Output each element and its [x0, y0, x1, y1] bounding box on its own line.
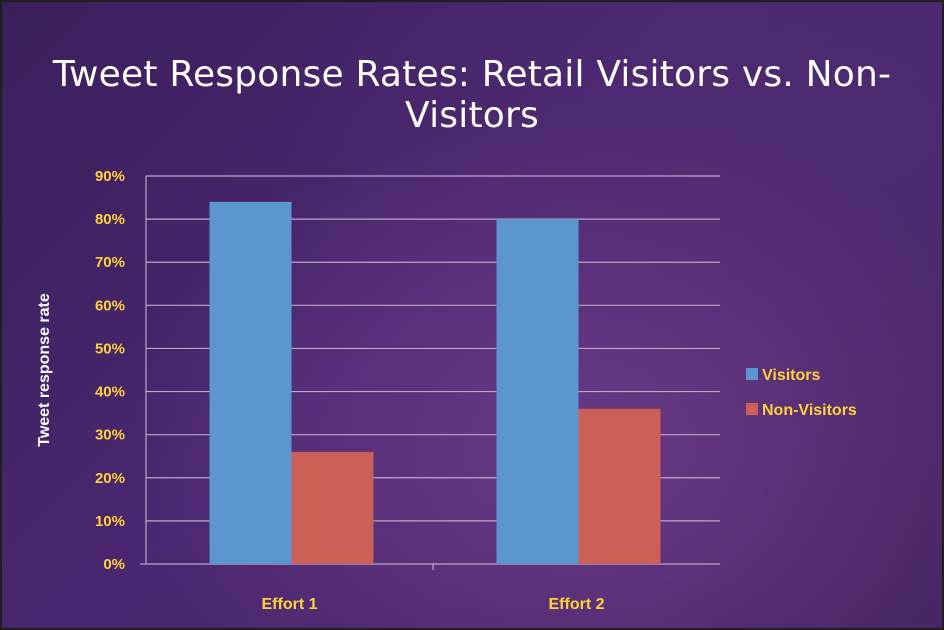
y-tick-label: 80% — [95, 211, 125, 228]
bar-non-visitors-2 — [578, 408, 661, 564]
legend-swatch-visitors — [746, 368, 758, 380]
y-tick-label: 70% — [95, 254, 125, 271]
x-category-label: Effort 1 — [262, 596, 318, 613]
legend-label: Non-Visitors — [762, 402, 857, 419]
legend-label: Visitors — [762, 367, 821, 384]
y-tick-label: 30% — [95, 427, 125, 444]
y-tick-label: 90% — [95, 168, 125, 185]
chart-title: Tweet Response Rates: Retail Visitors vs… — [52, 54, 892, 136]
y-tick-label: 60% — [95, 297, 125, 314]
y-tick-label: 20% — [95, 470, 125, 487]
bar-visitors-1 — [209, 201, 292, 564]
y-tick-label: 40% — [95, 384, 125, 401]
bar-visitors-2 — [496, 219, 579, 564]
y-tick-label: 10% — [95, 513, 125, 530]
y-axis-label: Tweet response rate — [36, 293, 53, 447]
y-tick-label: 0% — [103, 556, 125, 573]
y-tick-label: 50% — [95, 340, 125, 357]
legend-swatch-non-visitors — [746, 403, 758, 415]
x-category-label: Effort 2 — [549, 596, 605, 613]
bar-non-visitors-1 — [291, 451, 374, 564]
